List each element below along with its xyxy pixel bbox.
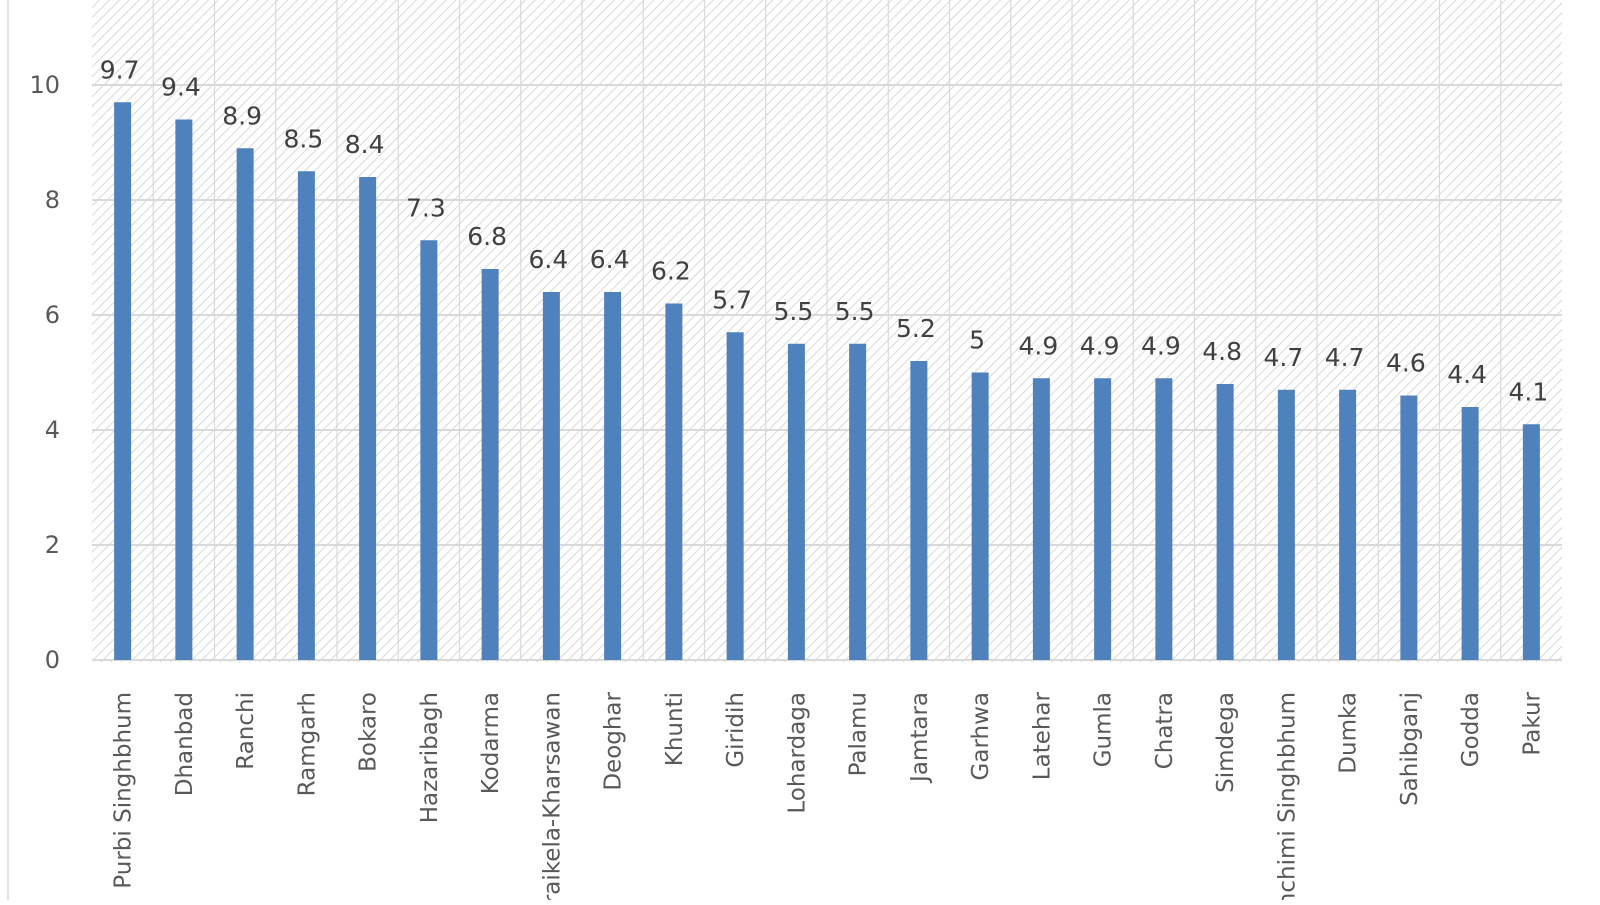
data-label: 5 (969, 326, 985, 355)
x-tick-label: Hazaribagh (417, 692, 443, 823)
bar (481, 269, 499, 660)
bar (604, 292, 622, 660)
bar (297, 171, 315, 660)
bar (1216, 384, 1234, 660)
data-label: 4.7 (1263, 343, 1303, 372)
data-label: 6.4 (590, 245, 630, 274)
bar (1522, 424, 1540, 660)
x-tick-label: Bokaro (356, 692, 382, 772)
bar (1094, 378, 1112, 660)
x-tick-label: Garhwa (968, 692, 994, 780)
data-label: 9.7 (100, 55, 140, 84)
bar (236, 148, 254, 660)
bar (849, 343, 867, 660)
x-tick-label: Ranchi (233, 692, 259, 770)
x-tick-label: Jamtara (907, 692, 933, 784)
bar (114, 102, 132, 660)
bar (1155, 378, 1173, 660)
y-tick-label: 4 (45, 416, 60, 444)
bar (910, 361, 928, 660)
x-tick-label: Saraikela-Kharsawan (539, 692, 565, 900)
x-tick-label: Dumka (1336, 692, 1362, 774)
data-label: 4.8 (1202, 337, 1242, 366)
data-labels: 9.7 9.4 8.9 8.5 8.4 7.3 6.8 6.4 6.4 6.2 5.7 5.5 5.5 5… (100, 55, 1549, 406)
data-label: 8.4 (345, 130, 385, 159)
x-tick-label: Simdega (1213, 692, 1239, 793)
x-tick-label: Khunti (662, 692, 688, 766)
bar (971, 372, 989, 660)
data-label: 8.9 (222, 101, 262, 130)
y-tick-label: 6 (45, 301, 60, 329)
bar (1339, 389, 1357, 660)
data-label: 5.5 (835, 297, 875, 326)
data-label: 6.4 (528, 245, 568, 274)
bar (420, 240, 438, 660)
x-tick-label: Lohardaga (784, 692, 810, 814)
bar (1461, 407, 1479, 660)
data-label: 4.7 (1325, 343, 1365, 372)
bar (1032, 378, 1050, 660)
x-tick-label: Chatra (1152, 692, 1178, 769)
x-tick-label: Pakur (1519, 691, 1545, 755)
bar (787, 343, 805, 660)
data-label: 4.9 (1018, 331, 1058, 360)
data-label: 4.9 (1141, 331, 1181, 360)
data-label: 8.5 (283, 124, 323, 153)
chart-outer-border (7, 0, 9, 905)
x-tick-label: Dhanbad (172, 692, 198, 796)
x-tick-label: Godda (1458, 692, 1484, 767)
x-axis-ticks: Purbi Singhbhum Dhanbad Ranchi Ramgarh Bokar… (111, 691, 1546, 905)
x-tick-label: Palamu (846, 692, 872, 776)
bar (1400, 395, 1418, 660)
data-label: 4.1 (1508, 377, 1548, 406)
bar (665, 303, 683, 660)
bar (726, 332, 744, 660)
x-tick-label: Sahibganj (1397, 692, 1423, 806)
data-label: 7.3 (406, 193, 446, 222)
bar (542, 292, 560, 660)
bar (1277, 389, 1295, 660)
y-tick-label: 8 (45, 186, 60, 214)
bar (175, 119, 193, 660)
gridlines (92, 0, 1562, 660)
data-label: 9.4 (161, 73, 201, 102)
data-label: 5.7 (712, 285, 752, 314)
bar (359, 177, 377, 660)
data-label: 4.4 (1447, 360, 1487, 389)
x-tick-label: Latehar (1029, 691, 1055, 780)
bars (114, 102, 1540, 660)
data-label: 4.6 (1386, 349, 1426, 378)
y-tick-label: 2 (45, 531, 60, 559)
y-axis-ticks: 0 2 4 6 8 10 (29, 71, 60, 674)
x-tick-label: Deoghar (601, 691, 627, 790)
data-label: 5.5 (773, 297, 813, 326)
x-tick-label: Gumla (1091, 692, 1117, 767)
x-tick-label: Purbi Singhbhum (111, 692, 137, 889)
data-label: 6.2 (651, 257, 691, 286)
x-tick-label: Pashchimi Singhbhum (1274, 692, 1300, 900)
x-tick-label: Ramgarh (294, 692, 320, 796)
data-label: 4.9 (1080, 331, 1120, 360)
x-tick-label: Kodarma (478, 692, 504, 794)
data-label: 5.2 (896, 314, 936, 343)
x-tick-label: Giridih (723, 692, 749, 768)
y-tick-label: 0 (45, 646, 60, 674)
data-label: 6.8 (467, 222, 507, 251)
y-tick-label: 10 (29, 71, 60, 99)
